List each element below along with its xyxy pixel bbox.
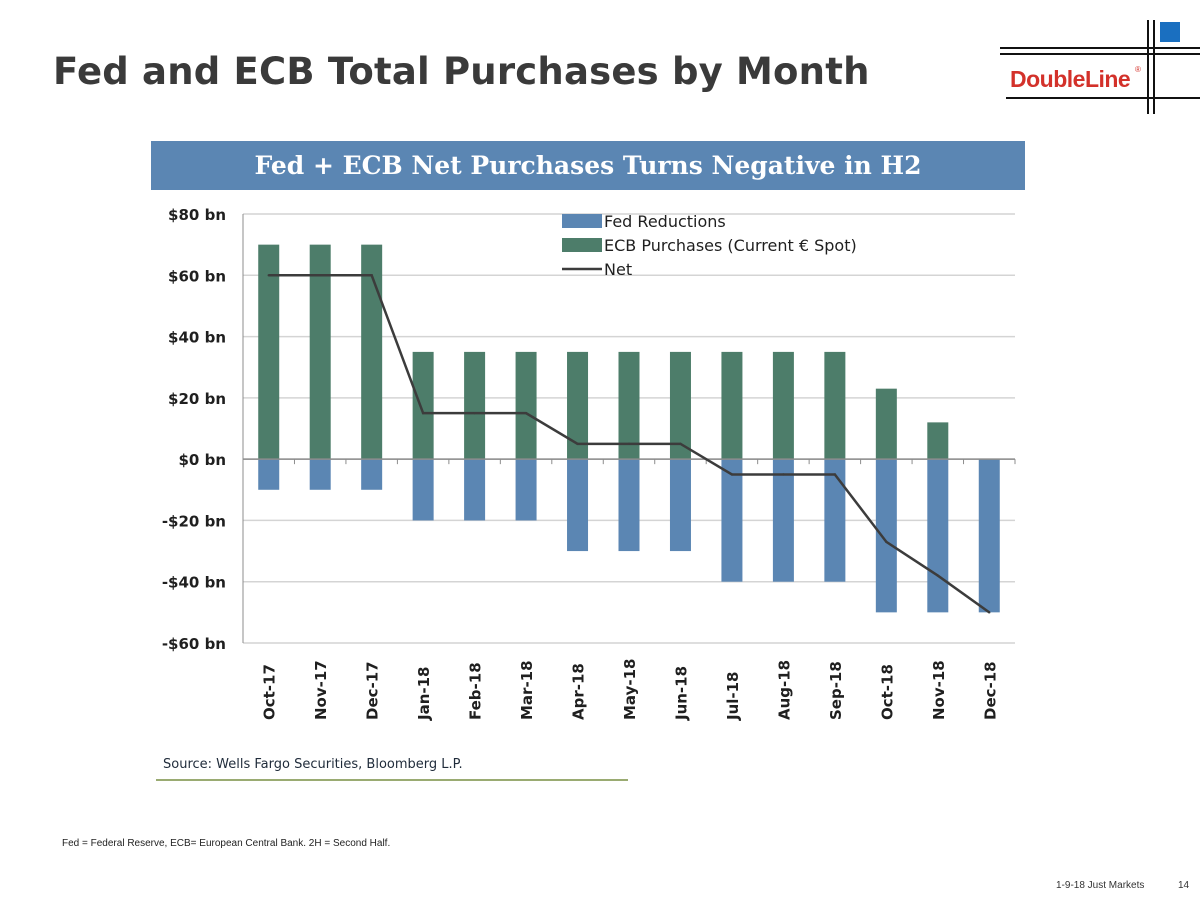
net-point: [885, 540, 888, 544]
logo-text: DoubleLine: [1010, 66, 1131, 92]
net-point: [988, 611, 991, 614]
fed-bar: [824, 459, 846, 582]
net-point: [936, 574, 939, 577]
logo-grid-icon: [1000, 20, 1200, 114]
x-tick-label: Feb-18: [467, 662, 485, 720]
fed-bar: [258, 459, 280, 490]
y-tick-label: $80 bn: [168, 206, 226, 224]
net-point: [576, 442, 579, 446]
legend-label: ECB Purchases (Current € Spot): [604, 236, 857, 255]
x-tick-label: Apr-18: [570, 663, 588, 720]
y-tick-label: $20 bn: [168, 390, 226, 408]
fed-bar: [669, 459, 691, 552]
ecb-bar: [824, 351, 846, 460]
x-tick-label: Jul-18: [724, 671, 742, 721]
net-point: [627, 442, 631, 446]
ecb-bar: [567, 351, 589, 460]
fed-bar: [618, 459, 640, 552]
fed-bar: [515, 459, 537, 521]
x-tick-label: Dec-18: [981, 661, 999, 720]
y-tick-label: $0 bn: [178, 451, 226, 469]
fed-bar: [721, 459, 743, 582]
x-tick-label: Mar-18: [518, 660, 536, 720]
fed-bar: [309, 459, 331, 490]
net-point: [370, 274, 373, 277]
net-point: [833, 473, 837, 476]
fed-bar: [772, 459, 794, 582]
ecb-bar: [258, 244, 280, 460]
footnote: Fed = Federal Reserve, ECB= European Cen…: [62, 838, 391, 849]
fed-bar: [978, 459, 1000, 613]
net-point: [679, 442, 682, 446]
fed-bar: [875, 459, 897, 613]
ecb-bar: [464, 351, 486, 460]
slide-title: Fed and ECB Total Purchases by Month: [53, 50, 870, 93]
y-tick-label: -$60 bn: [162, 635, 226, 653]
x-tick-label: Aug-18: [775, 660, 793, 720]
ecb-bar: [927, 422, 949, 460]
x-tick-label: Sep-18: [827, 661, 845, 720]
y-tick-label: $60 bn: [168, 267, 226, 285]
x-tick-label: Jan-18: [415, 667, 433, 721]
fed-bar: [412, 459, 434, 521]
legend-label: Net: [604, 260, 632, 279]
ecb-bar: [669, 351, 691, 460]
doubleline-logo: DoubleLine ®: [1000, 20, 1200, 116]
ecb-bar: [875, 388, 897, 460]
fed-bar: [567, 459, 589, 552]
x-tick-label: Oct-18: [878, 664, 896, 720]
legend-label: Fed Reductions: [604, 212, 726, 231]
ecb-bar: [772, 351, 794, 460]
ecb-bar: [361, 244, 383, 460]
page-number: 14: [1178, 880, 1190, 891]
ecb-bar: [721, 351, 743, 460]
chart-source: Source: Wells Fargo Securities, Bloomber…: [163, 757, 463, 772]
legend-swatch-ecb: [562, 238, 602, 252]
x-tick-label: May-18: [621, 659, 639, 720]
x-tick-label: Oct-17: [261, 664, 279, 720]
ecb-bar: [309, 244, 331, 460]
net-point: [421, 411, 425, 415]
x-tick-label: Jun-18: [672, 666, 690, 721]
x-tick-label: Nov-17: [312, 660, 330, 720]
legend-swatch-fed: [562, 214, 602, 228]
chart-title: Fed + ECB Net Purchases Turns Negative i…: [254, 151, 922, 180]
ecb-bar: [618, 351, 640, 460]
ecb-bar: [412, 351, 434, 460]
x-tick-label: Dec-17: [364, 661, 382, 720]
ecb-bar: [515, 351, 537, 460]
footer-label: 1-9-18 Just Markets: [1056, 880, 1145, 891]
y-tick-label: -$20 bn: [162, 512, 226, 530]
y-tick-label: $40 bn: [168, 329, 226, 347]
x-tick-label: Nov-18: [930, 660, 948, 720]
net-point: [319, 274, 322, 277]
source-divider: [156, 779, 628, 781]
chart-title-banner: Fed + ECB Net Purchases Turns Negative i…: [151, 141, 1025, 190]
fed-bar: [927, 459, 949, 613]
y-tick-label: -$40 bn: [162, 574, 226, 592]
net-point: [473, 411, 476, 415]
net-point: [267, 274, 270, 277]
logo-registered-mark: ®: [1135, 65, 1141, 74]
fed-bar: [464, 459, 486, 521]
net-point: [782, 473, 785, 476]
net-point: [730, 473, 734, 476]
net-point: [524, 411, 528, 415]
fed-bar: [361, 459, 383, 490]
